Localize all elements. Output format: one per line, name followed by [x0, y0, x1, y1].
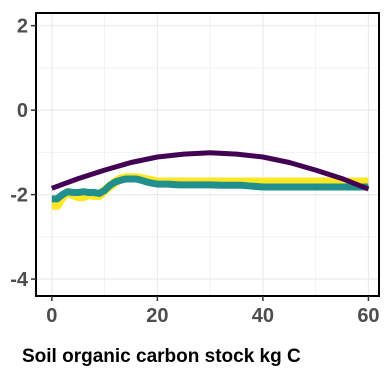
grid [36, 13, 379, 296]
x-tick-label: 20 [146, 305, 168, 327]
series-layer [50, 150, 370, 210]
y-tick-label: -4 [10, 269, 29, 291]
x-axis-title: Soil organic carbon stock kg C [22, 346, 301, 367]
y-tick-label: -2 [10, 185, 28, 207]
panel-border [35, 12, 380, 297]
y-tick-label: 2 [17, 16, 28, 38]
x-tick-label: 60 [357, 305, 379, 327]
y-tick-label: 0 [17, 100, 28, 122]
x-tick-label: 0 [46, 305, 57, 327]
x-tick-label: 40 [252, 305, 274, 327]
series-line-3 [50, 150, 370, 192]
series-line-2 [51, 175, 369, 203]
